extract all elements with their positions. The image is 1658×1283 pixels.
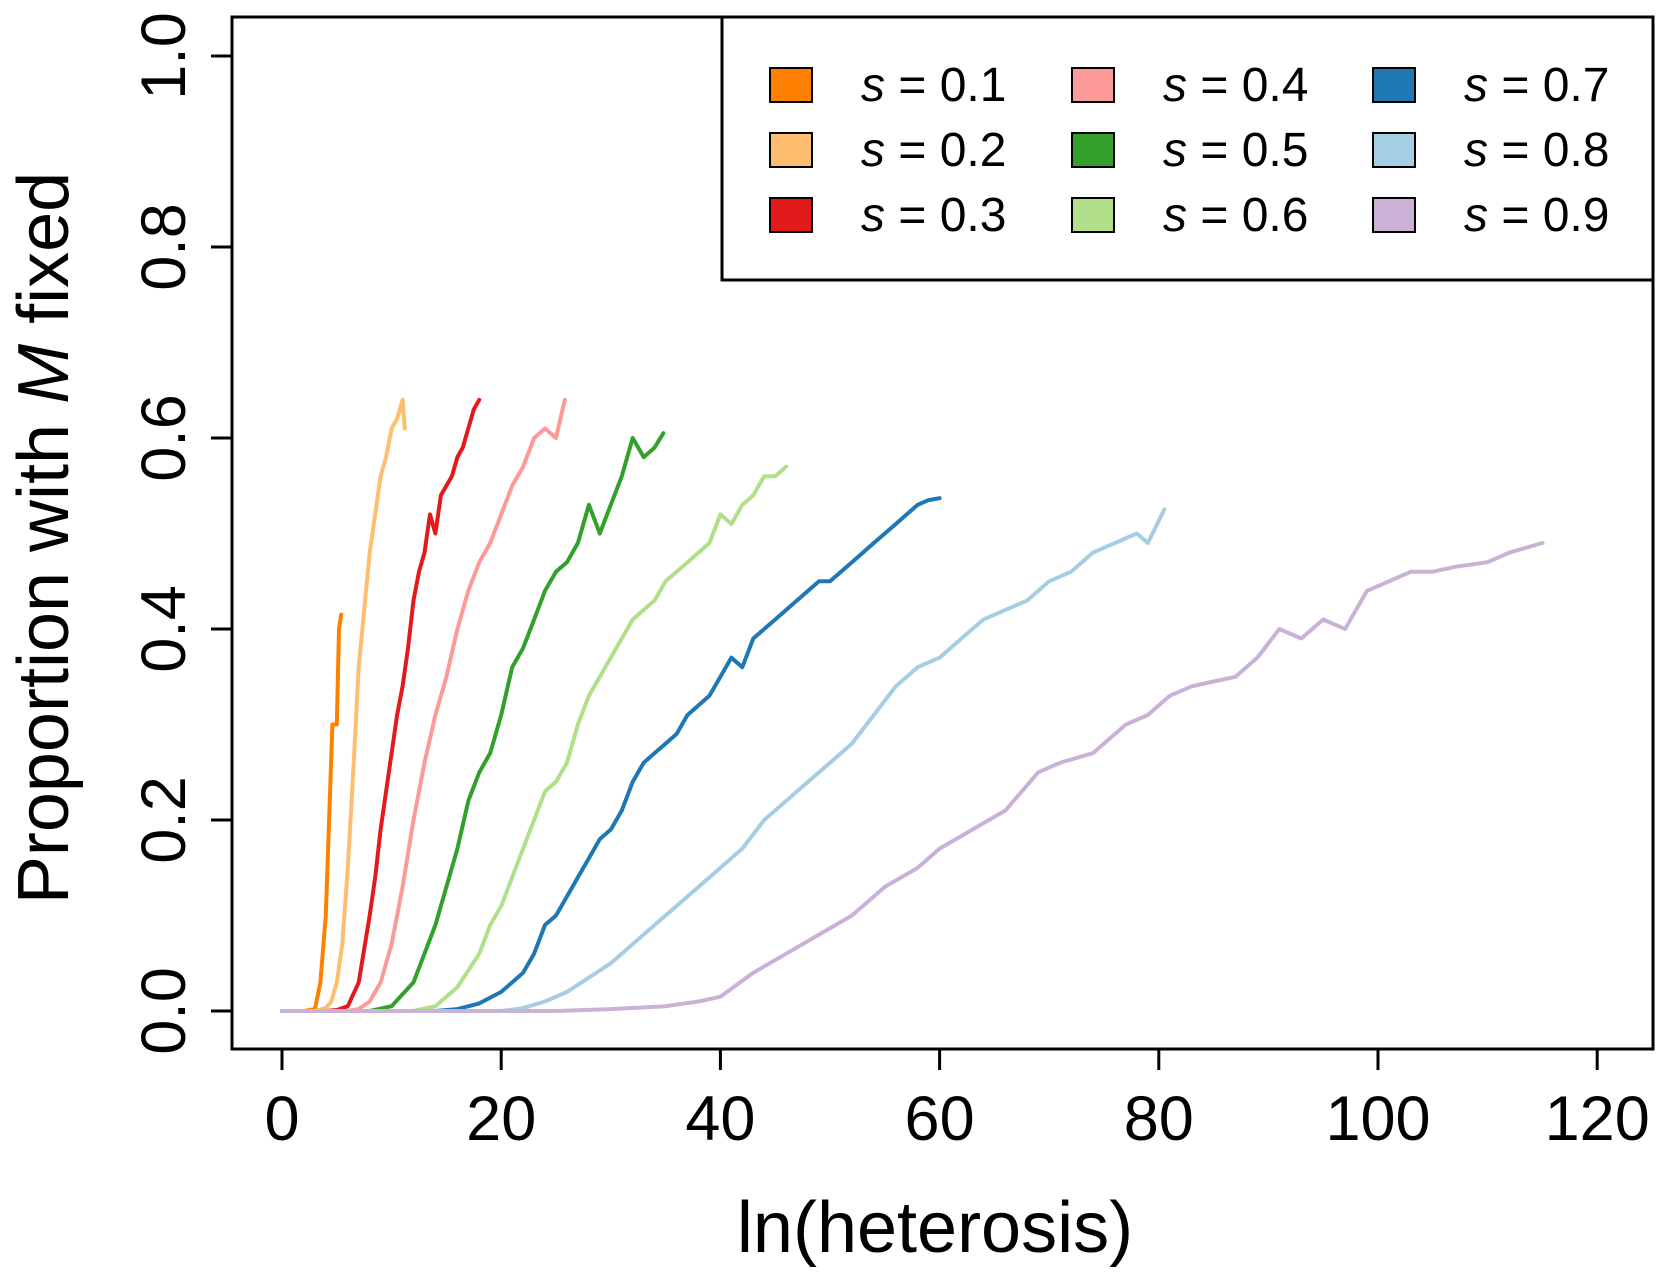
- series-line-6: [280, 464, 789, 1013]
- legend-label-symbol: s: [861, 189, 885, 242]
- legend-item-9: s = 0.9: [1372, 189, 1609, 242]
- legend-label-symbol: s: [1464, 124, 1488, 177]
- y-tick-label: 0.8: [129, 203, 199, 291]
- legend-swatch: [1372, 132, 1416, 168]
- x-tick-label: 0: [264, 1084, 299, 1154]
- legend-swatch: [769, 197, 813, 233]
- legend: s = 0.1s = 0.2s = 0.3s = 0.4s = 0.5s = 0…: [720, 15, 1655, 282]
- legend-label: s = 0.7: [1464, 59, 1609, 112]
- y-axis-title: Proportion with M fixed: [4, 172, 84, 904]
- legend-swatch: [769, 67, 813, 103]
- x-tick-label: 120: [1545, 1084, 1650, 1154]
- y-tick-label: 0.6: [129, 394, 199, 482]
- y-axis-title-part-2: M: [4, 344, 84, 404]
- y-tick-label: 0.0: [129, 967, 199, 1055]
- legend-label-value: = 0.7: [1488, 59, 1609, 112]
- legend-label-value: = 0.6: [1187, 189, 1308, 242]
- x-tick-label: 60: [905, 1084, 975, 1154]
- series-layer: [280, 397, 1545, 1013]
- legend-label: s = 0.1: [861, 59, 1006, 112]
- series-line-5: [280, 431, 666, 1013]
- legend-swatch: [1071, 67, 1115, 103]
- legend-label-value: = 0.2: [885, 124, 1006, 177]
- legend-label-value: = 0.3: [885, 189, 1006, 242]
- x-tick-label: 20: [466, 1084, 536, 1154]
- series-line-7: [280, 496, 942, 1013]
- legend-item-5: s = 0.5: [1071, 124, 1308, 177]
- legend-label-symbol: s: [1163, 189, 1187, 242]
- y-axis-title-part-1: Proportion with: [4, 404, 84, 904]
- legend-label: s = 0.6: [1163, 189, 1308, 242]
- y-axis-title-part-3: fixed: [4, 172, 84, 344]
- legend-label-value: = 0.5: [1187, 124, 1308, 177]
- legend-item-8: s = 0.8: [1372, 124, 1609, 177]
- y-tick-label: 0.2: [129, 776, 199, 864]
- legend-label-value: = 0.1: [885, 59, 1006, 112]
- legend-label-value: = 0.4: [1187, 59, 1308, 112]
- legend-label: s = 0.9: [1464, 189, 1609, 242]
- legend-item-3: s = 0.3: [769, 189, 1006, 242]
- y-tick-label: 1.0: [129, 12, 199, 100]
- legend-item-6: s = 0.6: [1071, 189, 1308, 242]
- series-line-4: [280, 397, 567, 1013]
- series-line-9: [280, 541, 1545, 1013]
- y-tick-label: 0.4: [129, 585, 199, 673]
- legend-swatch: [1372, 197, 1416, 233]
- legend-label: s = 0.5: [1163, 124, 1308, 177]
- series-line-3: [280, 397, 482, 1013]
- series-line-8: [280, 507, 1167, 1013]
- legend-swatch: [769, 132, 813, 168]
- legend-item-1: s = 0.1: [769, 59, 1006, 112]
- x-tick-label: 100: [1325, 1084, 1430, 1154]
- legend-label: s = 0.3: [861, 189, 1006, 242]
- x-axis-title: ln(heterosis): [737, 1188, 1133, 1268]
- x-tick-label: 80: [1124, 1084, 1194, 1154]
- legend-label: s = 0.2: [861, 124, 1006, 177]
- legend-label-symbol: s: [1163, 124, 1187, 177]
- legend-label: s = 0.4: [1163, 59, 1308, 112]
- legend-item-4: s = 0.4: [1071, 59, 1308, 112]
- legend-item-2: s = 0.2: [769, 124, 1006, 177]
- legend-swatch: [1372, 67, 1416, 103]
- legend-label-symbol: s: [861, 59, 885, 112]
- y-axis: 0.0 0.2 0.4 0.6 0.8 1.0: [129, 12, 234, 1055]
- x-tick-label: 40: [685, 1084, 755, 1154]
- legend-label-symbol: s: [1464, 189, 1488, 242]
- legend-swatch: [1071, 132, 1115, 168]
- legend-label-value: = 0.8: [1488, 124, 1609, 177]
- legend-item-7: s = 0.7: [1372, 59, 1609, 112]
- series-line-2: [280, 397, 407, 1013]
- series-line-1: [280, 612, 344, 1013]
- x-axis: 0 20 40 60 80 100 120: [264, 1047, 1650, 1154]
- legend-label-symbol: s: [1464, 59, 1488, 112]
- legend-label-value: = 0.9: [1488, 189, 1609, 242]
- legend-box: [720, 15, 1655, 282]
- legend-label-symbol: s: [861, 124, 885, 177]
- legend-label-symbol: s: [1163, 59, 1187, 112]
- legend-swatch: [1071, 197, 1115, 233]
- legend-label: s = 0.8: [1464, 124, 1609, 177]
